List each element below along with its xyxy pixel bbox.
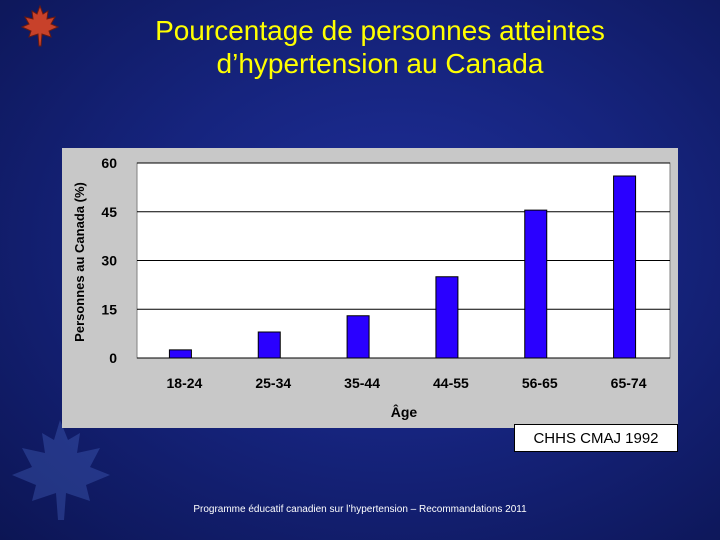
bar-65-74 xyxy=(613,175,637,359)
x-tick-labels: 18-24 25-34 35-44 44-55 56-65 65-74 xyxy=(167,375,647,391)
x-tick-label: 18-24 xyxy=(167,375,203,391)
x-tick-label: 56-65 xyxy=(522,375,558,391)
y-tick-label: 0 xyxy=(109,350,117,366)
y-tick-label: 60 xyxy=(101,155,117,171)
maple-leaf-watermark-icon xyxy=(12,420,110,520)
x-tick-label: 65-74 xyxy=(611,375,647,391)
gridlines xyxy=(137,162,670,359)
source-citation: CHHS CMAJ 1992 xyxy=(514,424,678,452)
y-tick-label: 30 xyxy=(101,253,117,269)
y-tick-label: 45 xyxy=(101,204,117,220)
bar-18-24 xyxy=(168,349,192,359)
page-title: Pourcentage de personnes atteintes d’hyp… xyxy=(70,14,690,80)
bar-35-44 xyxy=(346,315,370,359)
x-tick-label: 35-44 xyxy=(344,375,380,391)
x-axis-label: Âge xyxy=(391,403,418,420)
maple-leaf-logo-icon xyxy=(20,4,60,47)
footer-text: Programme éducatif canadien sur l’hypert… xyxy=(193,504,527,515)
bars xyxy=(168,175,637,359)
bar-44-55 xyxy=(435,276,459,359)
x-tick-label: 44-55 xyxy=(433,375,469,391)
y-axis-label: Personnes au Canada (%) xyxy=(72,182,87,342)
y-tick-labels: 0 15 30 45 60 xyxy=(101,155,117,366)
y-tick-label: 15 xyxy=(101,301,117,317)
title-line-1: Pourcentage de personnes atteintes xyxy=(155,15,605,46)
bar-56-65 xyxy=(524,209,548,359)
title-line-2: d’hypertension au Canada xyxy=(216,48,544,79)
bar-25-34 xyxy=(257,331,281,359)
x-tick-label: 25-34 xyxy=(255,375,291,391)
